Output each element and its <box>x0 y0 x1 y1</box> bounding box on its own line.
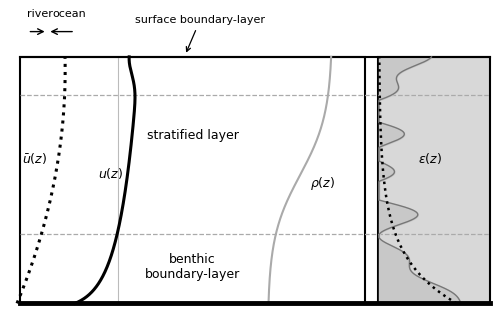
Text: stratified layer: stratified layer <box>146 129 238 143</box>
Text: $\bar{u}(z)$: $\bar{u}(z)$ <box>22 150 48 166</box>
Text: $\rho(z)$: $\rho(z)$ <box>310 175 335 192</box>
Text: ocean: ocean <box>52 9 86 19</box>
Text: benthic
boundary-layer: benthic boundary-layer <box>145 253 240 281</box>
Text: river: river <box>28 9 54 19</box>
Text: surface boundary-layer: surface boundary-layer <box>135 15 265 52</box>
Bar <box>378 57 490 303</box>
Text: $\varepsilon(z)$: $\varepsilon(z)$ <box>418 150 442 166</box>
Text: $u(z)$: $u(z)$ <box>98 166 122 181</box>
Bar <box>20 57 365 303</box>
